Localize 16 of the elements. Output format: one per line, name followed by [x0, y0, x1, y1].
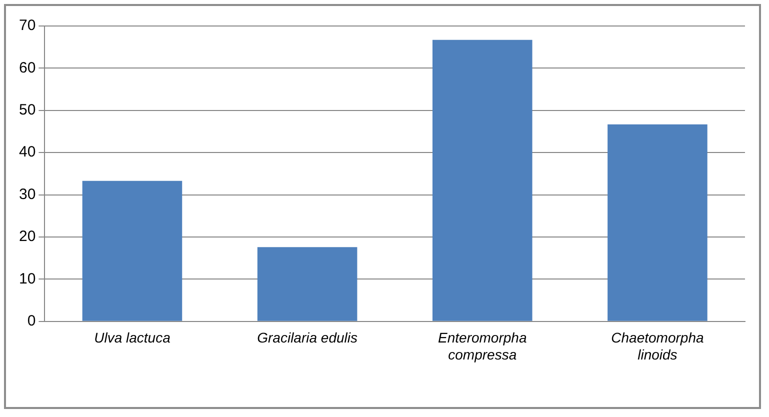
bar: [257, 247, 358, 321]
y-tick-label: 0: [27, 312, 36, 330]
bar: [608, 124, 708, 321]
y-tick-label: 40: [18, 144, 36, 161]
y-tick-label: 50: [18, 102, 36, 119]
y-tick-label: 60: [18, 59, 36, 76]
bar: [432, 40, 532, 321]
x-tick-label: Chaetomorpha linoids: [611, 330, 704, 362]
x-tick-label: Gracilaria edulis: [257, 330, 358, 346]
y-tick-label: 20: [18, 228, 36, 246]
y-tick-label: 70: [18, 17, 36, 34]
x-tick-label: Enteromorpha compressa: [438, 330, 527, 362]
x-tick-label: Ulva lactuca: [94, 330, 171, 346]
bar: [82, 180, 182, 321]
y-tick-label: 30: [18, 186, 36, 203]
y-tick-label: 10: [18, 270, 36, 288]
